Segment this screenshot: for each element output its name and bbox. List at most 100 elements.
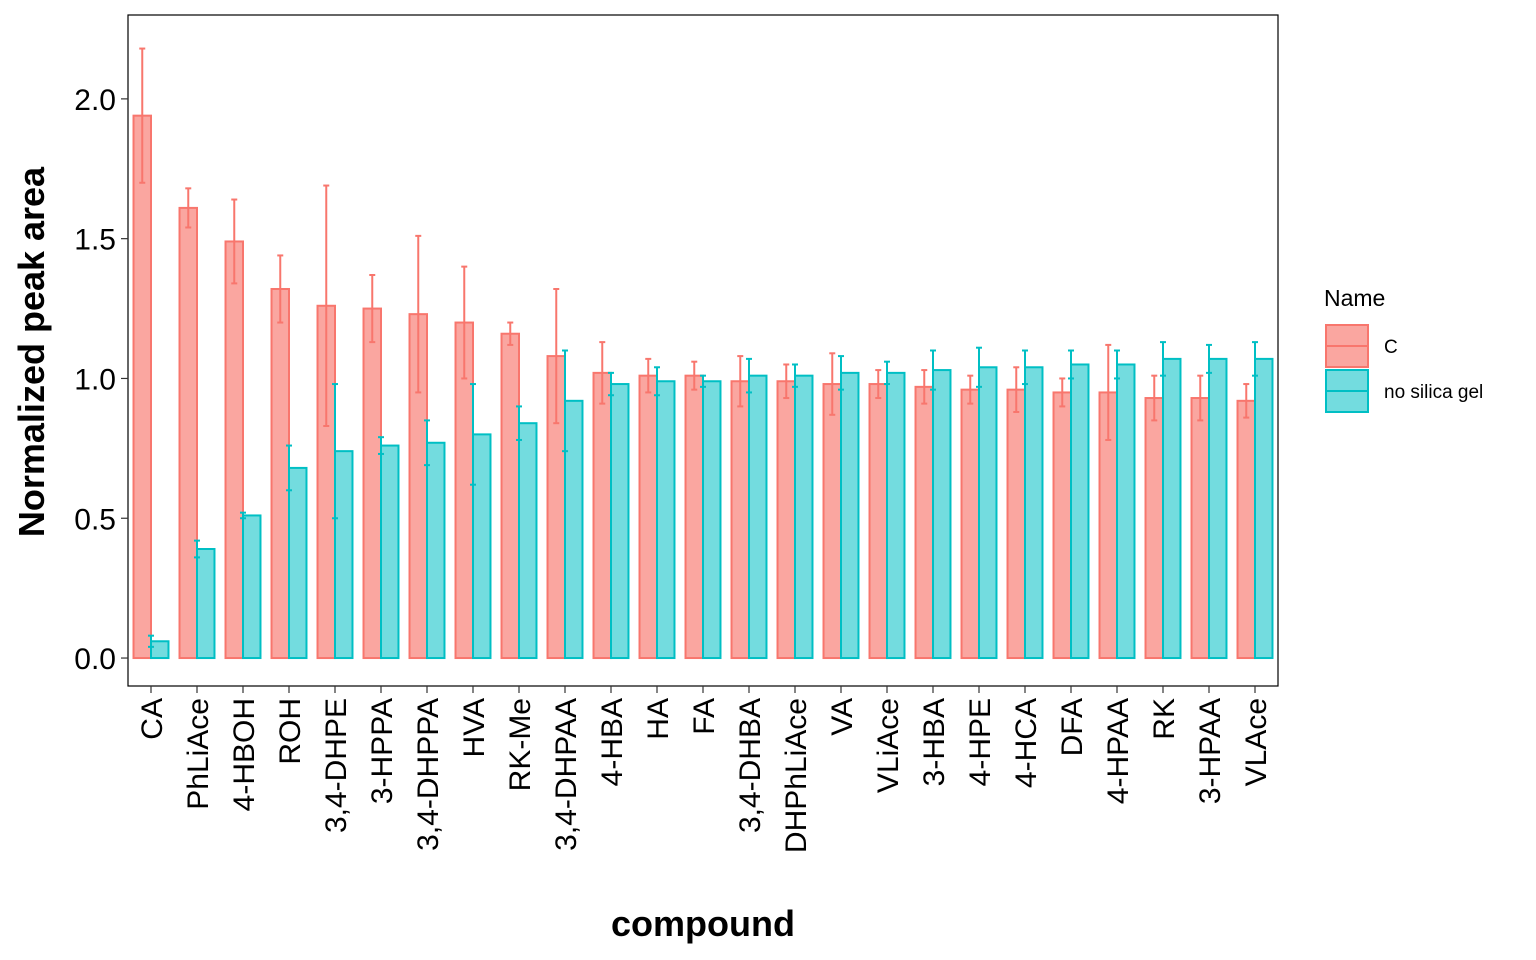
error-bar-c [783,363,790,400]
error-bar-c [691,360,698,391]
bar-no-silica-gel [748,374,768,660]
legend-items: Cno silica gel [1325,324,1483,413]
bar-c [500,332,520,660]
error-bar-no-silica-gel [562,349,568,453]
error-bar-c [1105,343,1112,441]
bar-no-silica-gel [932,369,952,660]
bar-c [960,388,981,660]
bar-no-silica-gel [242,514,262,660]
error-bar-no-silica-gel [424,419,430,467]
bar-no-silica-gel [334,450,354,660]
bar-no-silica-gel [1070,363,1090,660]
x-axis-title: compound [611,903,795,944]
error-bar-c [645,357,652,394]
legend-title: Name [1324,285,1385,311]
error-bar-c [461,265,468,380]
error-bar-no-silica-gel [194,539,200,559]
error-bar-c [323,184,330,427]
bar-no-silica-gel [518,422,538,660]
bar-no-silica-gel [150,640,170,660]
x-tick-label: 4-HPE [964,698,997,786]
bar-no-silica-gel [1208,357,1228,660]
bar-no-silica-gel [1116,363,1136,660]
bar-no-silica-gel [472,433,492,660]
error-bar-c [875,369,882,400]
error-bar-no-silica-gel [516,405,522,441]
legend-item: C [1325,324,1398,368]
y-tick-label: 2.0 [74,84,116,117]
bar-c [776,380,797,660]
x-tick-label: HA [642,698,675,740]
bar-no-silica-gel [886,371,906,660]
x-tick-label: 3-HPAA [1194,698,1227,804]
error-bar-no-silica-gel [1206,343,1212,374]
bar-no-silica-gel [656,380,676,660]
x-tick-label: ROH [274,698,307,765]
x-tick-label: 3,4-DHPPA [412,698,445,851]
x-tick-label: VLAce [1240,698,1273,786]
x-tick-label: DHPhLiAce [780,698,813,853]
error-bar-no-silica-gel [608,371,614,397]
y-axis-title: Normalized peak area [11,166,52,537]
x-tick-label: DFA [1056,698,1089,756]
y-tick-label: 1.5 [74,224,116,257]
y-tick-label: 0.0 [74,643,116,676]
x-tick-label: 3-HBA [918,698,951,786]
bar-no-silica-gel [196,548,216,660]
error-bar-no-silica-gel [1114,349,1120,380]
bar-c [178,206,199,660]
y-tick-label: 0.5 [74,503,116,536]
legend-label: C [1384,337,1398,358]
error-bar-c [1243,383,1250,419]
bar-c [362,307,382,660]
x-tick-label: 3-HPPA [366,698,399,804]
bar-c [1190,397,1211,660]
bar-c [592,371,613,660]
error-bar-c [967,374,974,405]
error-bar-c [553,287,560,425]
x-tick-label: PhLiAce [182,698,215,810]
bar-c [224,240,245,660]
x-tick-label: VLiAce [872,698,905,793]
x-tick-label: RK [1148,698,1181,740]
error-bar-c [277,254,284,324]
error-bar-c [139,47,146,184]
x-tick-label: 4-HCA [1010,698,1043,788]
error-bar-no-silica-gel [838,355,844,391]
error-bar-no-silica-gel [332,383,338,520]
bar-c [1052,391,1073,660]
error-bar-no-silica-gel [378,436,384,455]
error-bar-no-silica-gel [1022,349,1028,386]
bar-c [1144,397,1165,660]
error-bar-c [1197,374,1204,422]
y-axis: 0.0 0.5 1.0 1.5 2.0 [74,84,128,676]
error-bar-no-silica-gel [792,363,798,388]
error-bar-no-silica-gel [1160,341,1166,377]
error-bar-no-silica-gel [976,346,982,388]
bar-c [730,380,751,660]
bar-c [914,385,935,660]
bars-layer [132,47,1274,660]
error-bar-no-silica-gel [286,444,292,492]
error-bar-no-silica-gel [1252,341,1258,377]
error-bar-no-silica-gel [884,360,890,386]
error-bar-no-silica-gel [148,634,154,648]
bar-no-silica-gel [426,441,446,660]
x-tick-label: FA [688,698,721,735]
bar-c [270,287,290,660]
x-tick-label: 3,4-DHPE [320,698,353,833]
bar-no-silica-gel [610,383,630,660]
error-bar-c [1013,366,1020,414]
error-bar-no-silica-gel [470,383,476,486]
bar-no-silica-gel [1254,357,1274,660]
bar-no-silica-gel [840,371,860,660]
bar-c [684,374,705,660]
error-bar-c [737,355,744,408]
legend-label: no silica gel [1384,382,1483,403]
error-bar-no-silica-gel [1068,349,1074,380]
bar-c [1236,399,1257,660]
error-bar-c [829,352,836,416]
error-bar-no-silica-gel [930,349,936,391]
x-tick-label: VA [826,698,859,736]
